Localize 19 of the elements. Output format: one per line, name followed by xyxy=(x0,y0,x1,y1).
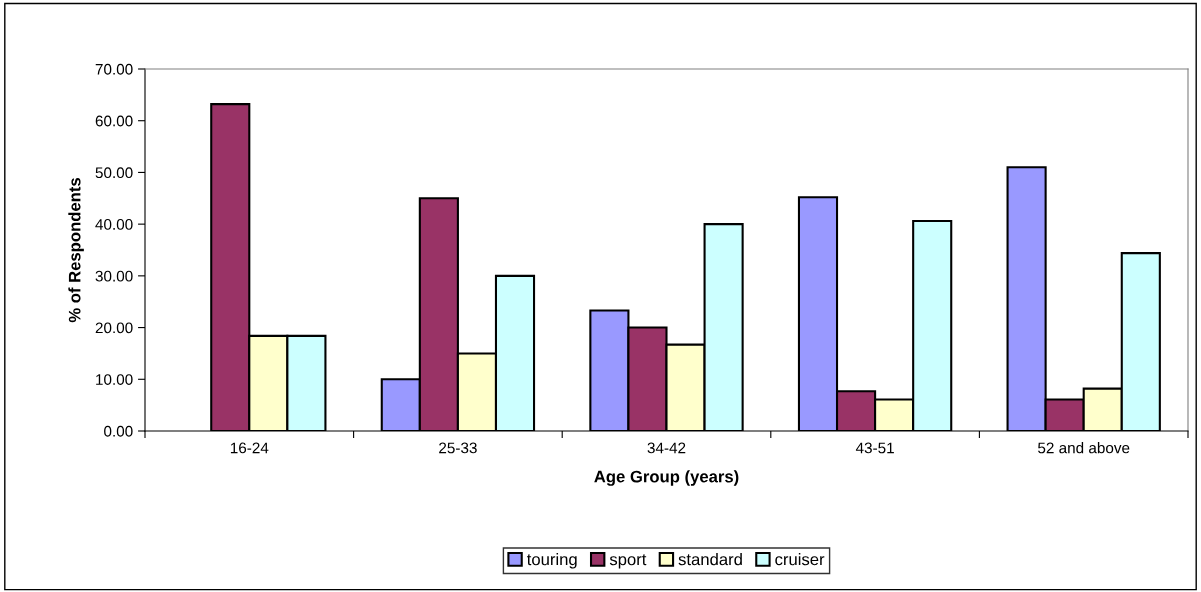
legend-label: cruiser xyxy=(775,553,825,566)
y-tick-label: 50.00 xyxy=(95,167,133,179)
y-tick-label: 20.00 xyxy=(95,322,133,334)
y-tick-label: 10.00 xyxy=(96,374,133,385)
x-tick-label: 52 and above xyxy=(1038,442,1130,454)
x-tick-label: 25-33 xyxy=(439,442,477,454)
legend-label: standard xyxy=(678,553,742,566)
y-tick-label: 40.00 xyxy=(95,219,133,230)
x-tick-label: 34-42 xyxy=(647,442,686,454)
y-tick-label: 30.00 xyxy=(95,270,133,282)
y-tick-label: 0.00 xyxy=(104,425,133,437)
x-tick-label: 43-51 xyxy=(855,442,894,454)
legend-label: touring xyxy=(526,553,577,569)
y-tick-label: 70.00 xyxy=(95,63,133,75)
legend-label: sport xyxy=(609,554,647,569)
x-tick-label: 16-24 xyxy=(230,442,269,454)
y-tick-label: 60.00 xyxy=(95,115,133,127)
y-axis-title: % of Respondents xyxy=(68,177,84,323)
x-axis-title: Age Group (years) xyxy=(594,470,739,486)
